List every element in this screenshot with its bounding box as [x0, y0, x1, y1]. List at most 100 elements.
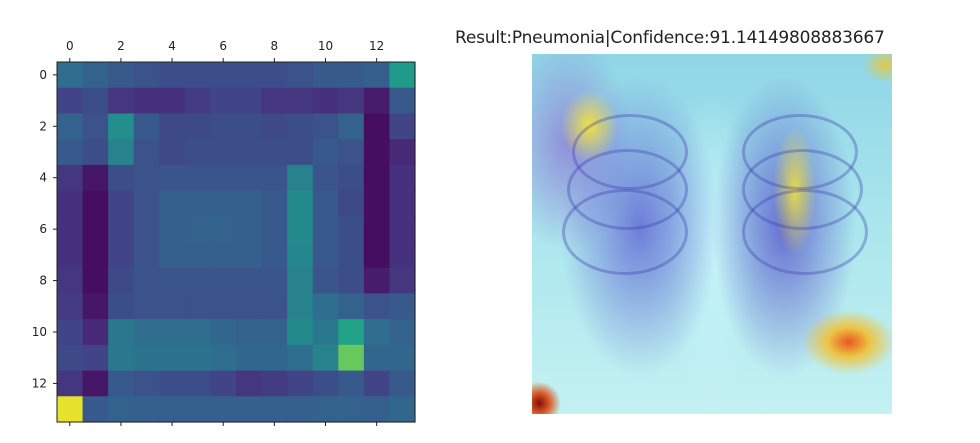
heatmap-cell	[363, 87, 391, 115]
y-tick-label: 8	[39, 274, 47, 288]
heatmap-cell	[82, 164, 109, 192]
heatmap-cell	[159, 319, 186, 346]
heatmap-cell	[338, 87, 365, 115]
heatmap-cell	[389, 62, 416, 89]
heatmap-cell	[338, 113, 365, 140]
heatmap-cell	[389, 87, 416, 115]
heatmap-cell	[389, 319, 416, 346]
heatmap-cell	[159, 293, 186, 320]
heatmap-cell	[210, 293, 237, 320]
heatmap-cell	[184, 396, 212, 423]
heatmap-cell	[236, 344, 263, 372]
heatmap-cell	[82, 242, 109, 269]
heatmap-cell	[338, 242, 365, 269]
heatmap-cell	[108, 370, 135, 397]
heatmap-cell	[389, 370, 416, 397]
heatmap-cell	[363, 242, 391, 269]
heatmap-cell	[133, 344, 160, 372]
heatmap-cell	[236, 139, 263, 166]
heatmap-cell	[389, 164, 416, 192]
heatmap-cell	[159, 87, 186, 115]
heatmap-cell	[287, 164, 314, 192]
heatmap-cell	[210, 267, 237, 295]
heatmap-cell	[210, 216, 237, 243]
heatmap-cell	[287, 242, 314, 269]
heatmap-cell	[338, 216, 365, 243]
x-tick-label: 12	[369, 39, 384, 53]
x-axis-ticks: 0 2 4 6 8 10 12	[66, 39, 384, 426]
heatmap-cell	[261, 164, 288, 192]
heatmap-cell	[261, 319, 288, 346]
heatmap-cell	[159, 344, 186, 372]
heatmap-cell	[287, 139, 314, 166]
heatmap-cell	[312, 319, 339, 346]
heatmap-cell	[363, 113, 391, 140]
heatmap-cell	[184, 62, 212, 89]
heatmap-cell	[57, 344, 84, 372]
heatmap-cell	[389, 190, 416, 217]
heatmap-cell	[133, 164, 160, 192]
heatmap-cell	[236, 87, 263, 115]
heatmap-cell	[261, 267, 288, 295]
heatmap-cell	[287, 190, 314, 217]
heatmap-cell	[159, 113, 186, 140]
heatmap-cell	[389, 293, 416, 320]
heatmap-cell	[57, 87, 84, 115]
heatmap-cell	[184, 370, 212, 397]
heatmap-cell	[312, 293, 339, 320]
heatmap-cell	[184, 242, 212, 269]
heatmap-cell	[159, 396, 186, 423]
heatmap-cell	[210, 139, 237, 166]
heatmap-cell	[236, 319, 263, 346]
x-tick-label: 10	[318, 39, 333, 53]
heatmap-cell	[236, 396, 263, 423]
y-tick-label: 12	[32, 376, 47, 390]
heatmap-cell	[210, 164, 237, 192]
heatmap-cell	[363, 319, 391, 346]
heatmap-cell	[363, 396, 391, 423]
heatmap-cell	[312, 62, 339, 89]
heatmap-cell	[236, 216, 263, 243]
heatmap-cell	[261, 216, 288, 243]
heatmap-cell	[236, 370, 263, 397]
x-tick-label: 6	[219, 39, 227, 53]
heatmap-cell	[82, 216, 109, 243]
heatmap-cell	[261, 139, 288, 166]
heatmap-cell	[363, 344, 391, 372]
y-tick-label: 6	[39, 222, 47, 236]
heatmap-cell	[363, 370, 391, 397]
heatmap-cell	[159, 267, 186, 295]
heatmap-cell	[82, 139, 109, 166]
heatmap-cell	[363, 164, 391, 192]
heatmap-cell	[363, 190, 391, 217]
heatmap-cell	[133, 319, 160, 346]
heatmap-cell	[389, 344, 416, 372]
heatmap-cell	[389, 267, 416, 295]
heatmap-cell	[210, 62, 237, 89]
heatmap-cell	[338, 267, 365, 295]
heatmap-cell	[261, 396, 288, 423]
heatmap-cell	[210, 319, 237, 346]
y-tick-label: 0	[39, 68, 47, 82]
heatmap-cell	[338, 62, 365, 89]
heatmap-cell	[210, 242, 237, 269]
heatmap-cell	[236, 113, 263, 140]
heatmap-cell	[57, 293, 84, 320]
heatmap-cell	[82, 113, 109, 140]
heatmap-cell	[363, 139, 391, 166]
heatmap-cell	[108, 62, 135, 89]
heatmap-cells	[57, 62, 416, 423]
heatmap-cell	[82, 293, 109, 320]
heatmap-cell	[82, 396, 109, 423]
heatmap-cell	[210, 113, 237, 140]
heatmap-frame	[56, 61, 416, 423]
heatmap-cell	[363, 216, 391, 243]
heatmap-cell	[82, 319, 109, 346]
heatmap-cell	[287, 216, 314, 243]
x-tick-label: 2	[117, 39, 125, 53]
heatmap-cell	[312, 370, 339, 397]
heatmap-cell	[184, 113, 212, 140]
heatmap-cell	[338, 344, 365, 372]
heatmap-cell	[261, 344, 288, 372]
heatmap-cell	[210, 396, 237, 423]
